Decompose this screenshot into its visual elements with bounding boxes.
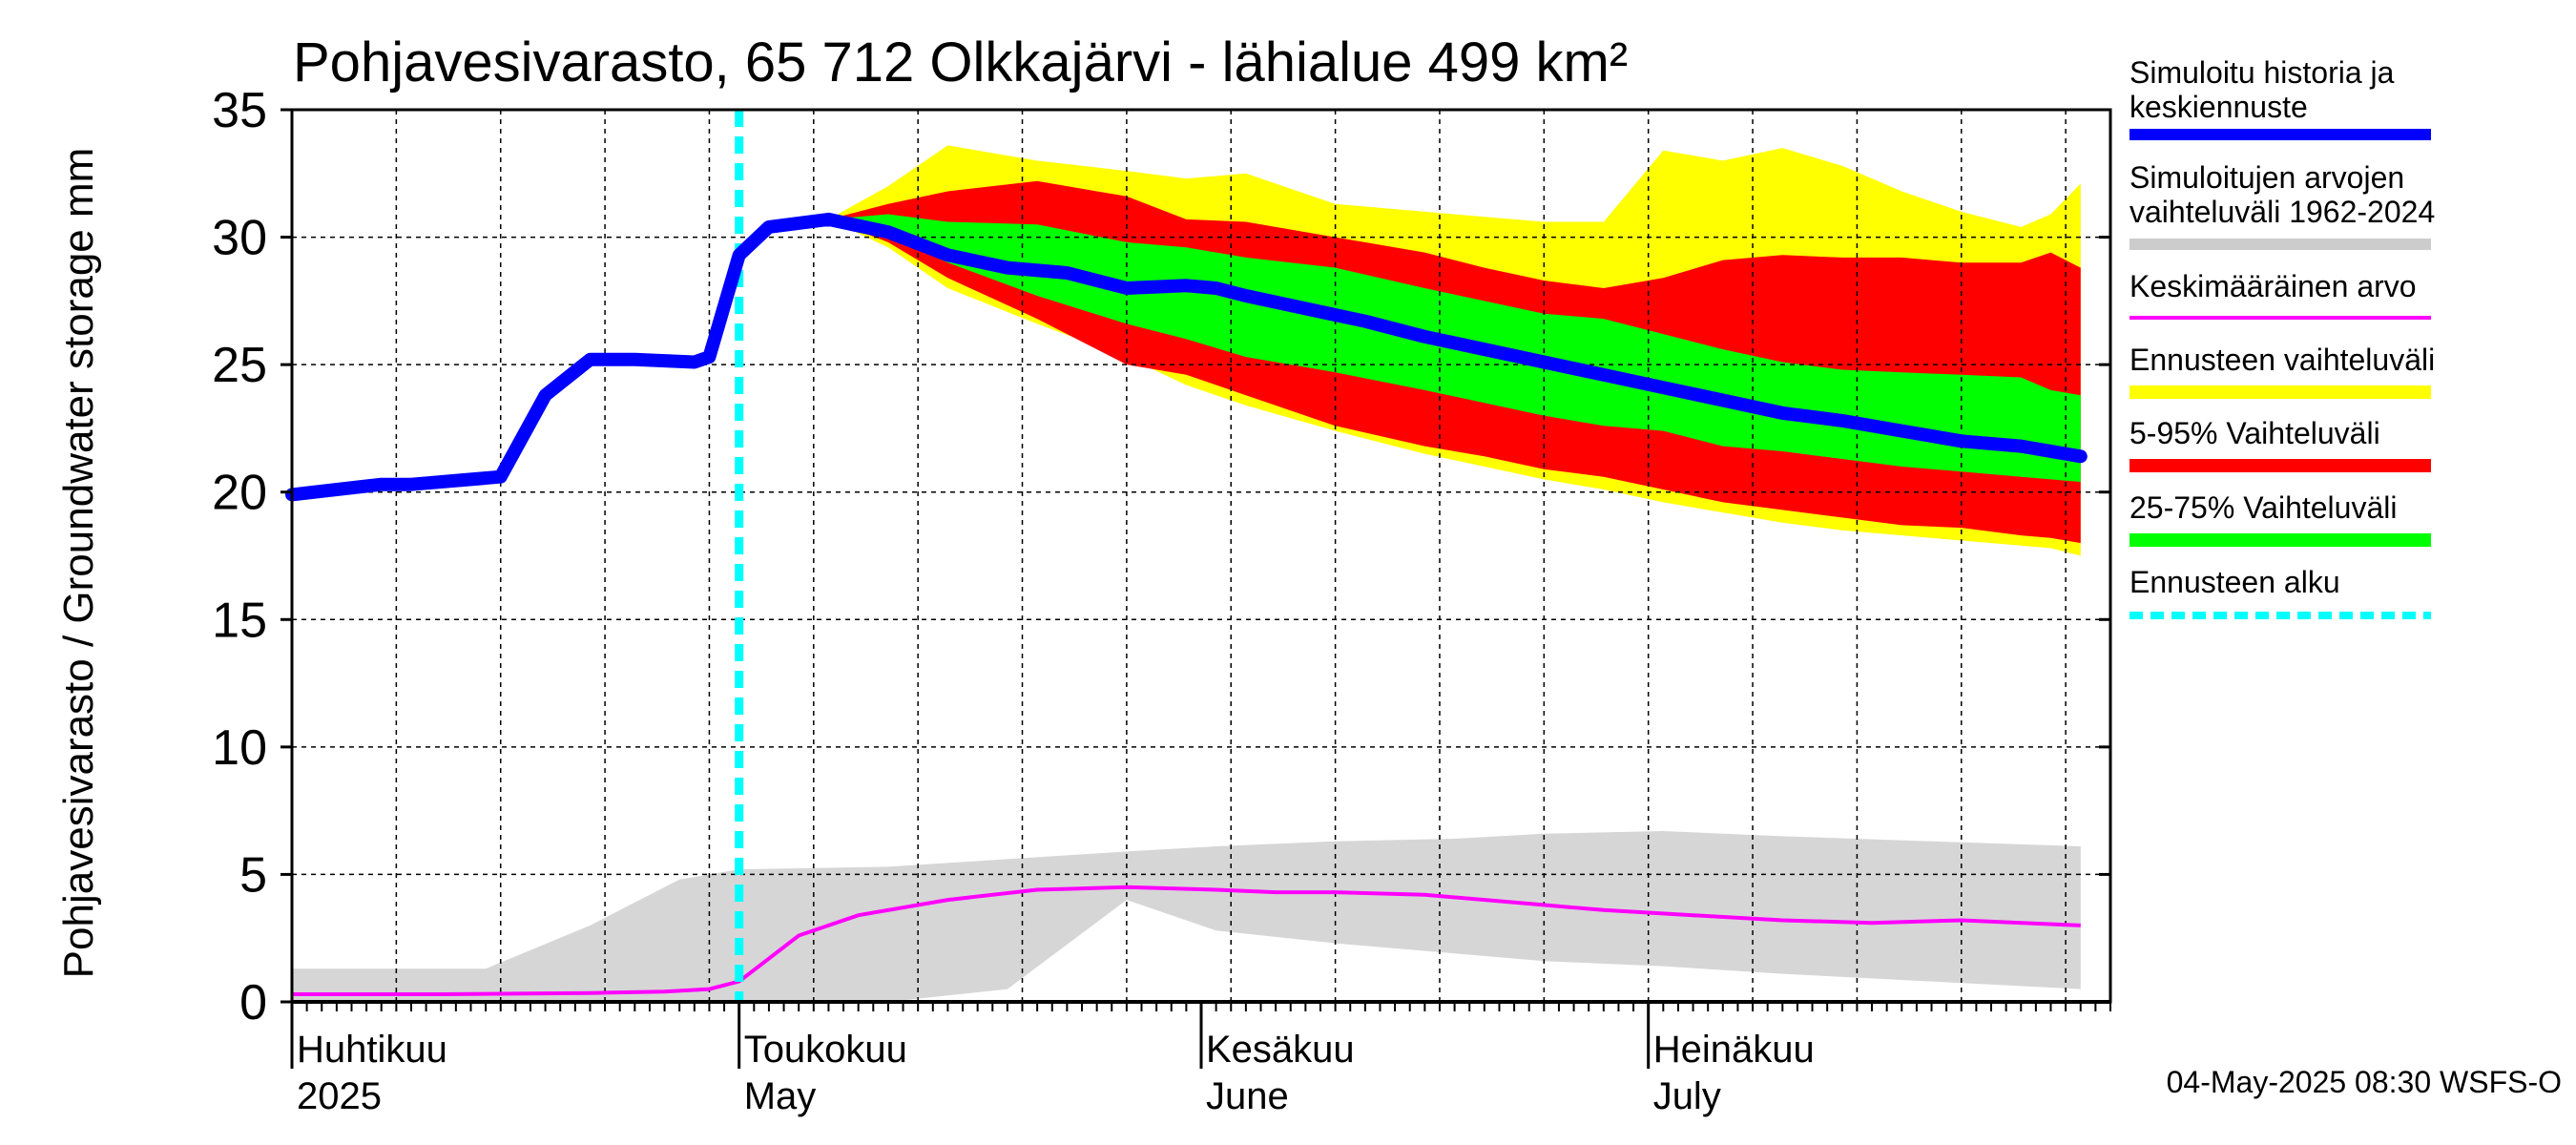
y-tick-label: 30 <box>212 211 267 266</box>
x-month-label-en: June <box>1206 1075 1289 1117</box>
axis-layer: 05101520253035Huhtikuu2025ToukokuuMayKes… <box>212 83 2112 1117</box>
x-month-label: Heinäkuu <box>1653 1029 1815 1071</box>
y-tick-label: 10 <box>212 720 267 776</box>
series-mean-line <box>292 885 2081 996</box>
y-tick-label: 5 <box>239 847 267 903</box>
legend-label: keskiennuste <box>2129 90 2308 124</box>
series-simulated-line <box>285 212 2088 502</box>
y-tick-label: 0 <box>239 975 267 1030</box>
bands-layer <box>292 145 2081 1002</box>
x-month-label: Kesäkuu <box>1206 1029 1355 1071</box>
y-axis-label: Pohjavesivarasto / Groundwater storage m… <box>55 148 102 979</box>
band-0 <box>292 831 2081 1002</box>
legend-label: Simuloitu historia ja <box>2129 55 2395 90</box>
legend-label: Ennusteen vaihteluväli <box>2129 343 2435 377</box>
y-tick-label: 20 <box>212 466 267 521</box>
y-tick-label: 15 <box>212 593 267 648</box>
legend-label: vaihteluväli 1962-2024 <box>2129 195 2435 229</box>
legend-label: Keskimääräinen arvo <box>2129 269 2417 303</box>
timestamp-footer: 04-May-2025 08:30 WSFS-O <box>2167 1065 2562 1099</box>
legend-label: 25-75% Vaihteluväli <box>2129 490 2397 525</box>
x-month-label-en: May <box>744 1075 817 1117</box>
x-month-label: Toukokuu <box>744 1029 907 1071</box>
x-month-label-en: July <box>1653 1075 1721 1117</box>
y-tick-label: 25 <box>212 338 267 393</box>
x-month-label: Huhtikuu <box>297 1029 447 1071</box>
chart-title: Pohjavesivarasto, 65 712 Olkkajärvi - lä… <box>293 31 1628 94</box>
series-layer <box>285 110 2088 1002</box>
y-tick-label: 35 <box>212 83 267 138</box>
legend-label: Ennusteen alku <box>2129 565 2340 599</box>
legend-label: Simuloitujen arvojen <box>2129 160 2404 195</box>
x-month-label-en: 2025 <box>297 1075 382 1117</box>
legend-label: 5-95% Vaihteluväli <box>2129 416 2380 450</box>
